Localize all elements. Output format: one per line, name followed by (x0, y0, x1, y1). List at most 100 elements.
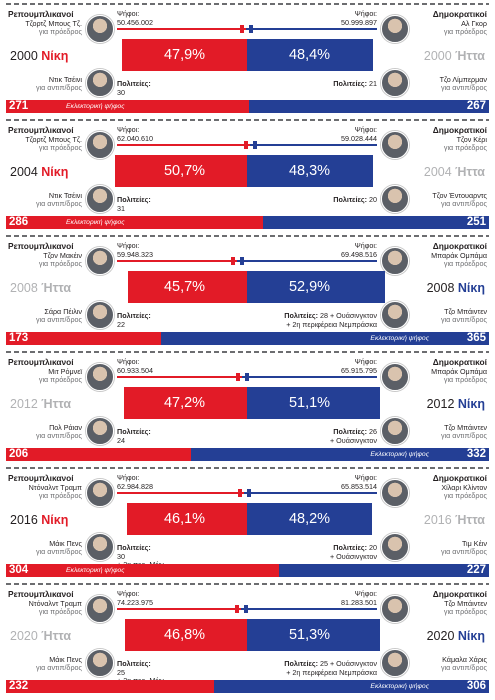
dem-votes-bar (242, 376, 377, 378)
vp-role: για αντιπ/δρος (35, 431, 82, 441)
dem-states: Πολιτείες: 28 + Ουάσινγκτον + 2η περιφέρε… (284, 311, 377, 329)
dem-pct-label: 48,2% (288, 511, 331, 527)
dem-pct-label: 52,9% (288, 279, 331, 295)
rep-pct-bar (127, 503, 247, 535)
states-label: Πολιτείες: (117, 659, 151, 668)
electoral-vote-bar: 286 251 Εκλεκτορική ψήφος (6, 216, 489, 229)
rep-result: Ήττα (41, 629, 72, 643)
dem-result: Νίκη (457, 629, 485, 643)
rep-vp-name: Ντικ Τσέινι (48, 191, 82, 200)
dem-votes-bar (241, 608, 377, 610)
dem-states-extra: + Ουάσινγκτον (329, 551, 377, 561)
dem-states-value: 28 + Ουάσινγκτον (317, 311, 377, 320)
election-panel-2004: Ρεπουμπλικανοί Δημοκρατικοί Τζορτζ Μπους Τ… (0, 119, 495, 235)
electoral-vote-bar: 232 306 Εκλεκτορική ψήφος (6, 680, 489, 693)
rep-ev-value: 304 (9, 564, 29, 576)
vp-role: για αντιπ/δρος (35, 663, 82, 673)
rep-party-label: Ρεπουμπλικανοί (8, 241, 74, 251)
dem-year-result: 2020 Νίκη (427, 629, 485, 643)
rep-votes-value: 62.040.610 (117, 133, 153, 143)
votes-label: Ψήφοι: (117, 589, 140, 598)
election-panel-2000: Ρεπουμπλικανοί Δημοκρατικοί Τζορτζ Μπους Τ… (0, 3, 495, 119)
dem-vp-name: Τζον Έντουαρντς (432, 191, 487, 200)
dem-pct-bar (247, 619, 380, 651)
dem-ev-bar (263, 216, 489, 229)
votes-label: Ψήφοι: (354, 241, 377, 250)
president-role: για πρόεδρος (443, 491, 487, 501)
election-year: 2012 (426, 397, 458, 411)
president-role: για πρόεδρος (38, 375, 82, 385)
rep-pct-bar (122, 39, 247, 71)
ev-label: Εκλεκτορική ψήφος (370, 683, 429, 690)
rep-vote-marker (244, 141, 248, 149)
dem-vp-name: Τζο Μπάιντεν (444, 307, 487, 316)
votes-label: Ψήφοι: (354, 473, 377, 482)
vp-role: για αντιπ/δρος (440, 199, 487, 209)
election-panel-2008: Ρεπουμπλικανοί Δημοκρατικοί Τζον Μακέιν για… (0, 235, 495, 351)
rep-president: Ντόναλντ Τραμπ για πρόεδρος (8, 599, 82, 617)
dem-states-extra: + 2η περιφέρεια Νεμπράσκα (286, 319, 377, 329)
dem-party-label: Δημοκρατικοί (432, 473, 487, 483)
election-panel-2020: Ρεπουμπλικανοί Δημοκρατικοί Ντόναλντ Τραμπ… (0, 583, 495, 699)
election-year: 2004 (10, 165, 42, 179)
election-year: 2016 (10, 513, 42, 527)
dem-ev-value: 306 (466, 680, 486, 692)
dem-votes-bar (246, 28, 377, 30)
ev-label: Εκλεκτορική ψήφος (370, 451, 429, 458)
dem-president-name: Χίλαρι Κλίντον (441, 483, 487, 492)
dem-states-value: 20 (367, 543, 377, 552)
dem-states: Πολιτείες: 20 (333, 195, 377, 205)
rep-vote-marker (235, 605, 239, 613)
rep-year-result: 2020 Ήττα (10, 629, 71, 643)
rep-president: Τζορτζ Μπους Τζ. για πρόεδρος (8, 135, 82, 153)
vp-role: για αντιπ/δρος (440, 83, 487, 93)
votes-label: Ψήφοι: (354, 9, 377, 18)
rep-vote-marker (240, 25, 244, 33)
dem-states-extra: + 2η περιφέρεια Νεμπράσκα (286, 667, 377, 677)
president-role: για πρόεδρος (38, 259, 82, 269)
dem-president-name: Τζο Μπάιντεν (444, 599, 487, 608)
dem-president: Τζον Κέρι για πρόεδρος (413, 135, 487, 153)
rep-vp-photo (86, 417, 114, 445)
dem-votes-value: 81.283.501 (341, 597, 377, 607)
dem-votes: Ψήφοι: 65.853.514 (341, 473, 377, 491)
election-panel-2016: Ρεπουμπλικανοί Δημοκρατικοί Ντόναλντ Τραμπ… (0, 467, 495, 583)
panel-divider (6, 235, 489, 237)
dem-result: Ήττα (455, 49, 485, 63)
votes-label: Ψήφοι: (117, 241, 140, 250)
dem-president-name: Αλ Γκορ (461, 19, 487, 28)
panel-divider (6, 583, 489, 585)
election-year: 2008 (10, 281, 42, 295)
dem-votes-bar (250, 144, 377, 146)
dem-votes: Ψήφοι: 81.283.501 (341, 589, 377, 607)
rep-president: Ντόναλντ Τραμπ για πρόεδρος (8, 483, 82, 501)
rep-year-result: 2012 Ήττα (10, 397, 71, 411)
dem-president: Μπαράκ Ομπάμα για πρόεδρος (413, 251, 487, 269)
rep-result: Νίκη (41, 165, 69, 179)
dem-vp-name: Τζο Μπάιντεν (444, 423, 487, 432)
rep-vp: Ντικ Τσέινι για αντιπ/δρος (8, 191, 82, 209)
dem-states-value: 25 + Ουάσινγκτον (317, 659, 377, 668)
dem-pct-label: 48,3% (288, 163, 331, 179)
votes-label: Ψήφοι: (354, 125, 377, 134)
rep-vp-name: Μάικ Πενς (49, 655, 82, 664)
dem-vp-photo (381, 533, 409, 561)
rep-vote-marker (231, 257, 235, 265)
rep-president-name: Τζορτζ Μπους Τζ. (25, 135, 82, 144)
vp-role: για αντιπ/δρος (440, 663, 487, 673)
states-label: Πολιτείες: (117, 427, 151, 436)
electoral-vote-bar: 206 332 Εκλεκτορική ψήφος (6, 448, 489, 461)
rep-votes: Ψήφοι: 50.456.002 (117, 9, 153, 27)
states-label: Πολιτείες: (117, 311, 151, 320)
rep-votes-value: 50.456.002 (117, 17, 153, 27)
votes-label: Ψήφοι: (117, 9, 140, 18)
rep-pct-label: 47,9% (163, 47, 206, 63)
dem-states-value: 20 (367, 195, 377, 204)
rep-votes-bar (117, 144, 250, 146)
dem-president-photo (381, 247, 409, 275)
rep-vp: Ντικ Τσέινι για αντιπ/δρος (8, 75, 82, 93)
dem-vote-marker (247, 489, 251, 497)
ev-label: Εκλεκτορική ψήφος (66, 567, 125, 574)
dem-year-result: 2012 Νίκη (427, 397, 485, 411)
rep-president-photo (86, 595, 114, 623)
